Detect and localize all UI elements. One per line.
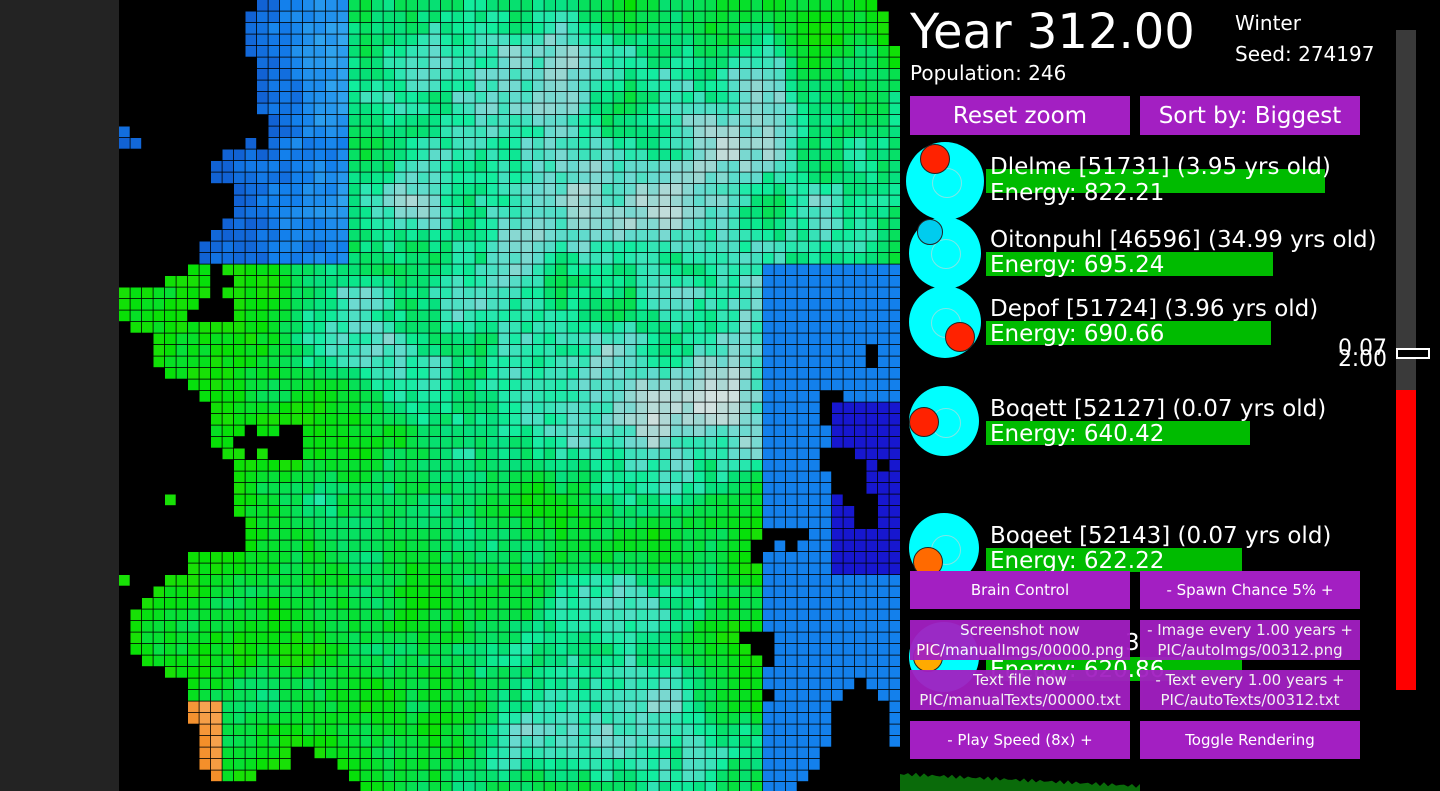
image-every-label: - Image every 1.00 years + (1147, 621, 1353, 639)
creature-entry[interactable]: Depof [51724] (3.96 yrs old) Energy: 690… (900, 286, 1400, 366)
temperature-label-upper: 0.07 (1338, 336, 1387, 361)
temperature-marker[interactable] (1396, 348, 1430, 359)
sort-by-button[interactable]: Sort by: Biggest (1140, 96, 1360, 135)
creature-mouth-icon (945, 322, 975, 352)
creature-name: Depof [51724] (3.96 yrs old) (990, 296, 1319, 322)
creature-mouth-icon (920, 144, 950, 174)
screenshot-now-label: Screenshot now (960, 621, 1080, 639)
creature-body-icon (909, 217, 981, 289)
image-path: PIC/autoImgs/00312.png (1157, 641, 1343, 659)
energy-bar (986, 252, 1273, 276)
creature-entry[interactable]: Oitonpuhl [46596] (34.99 yrs old) Energy… (900, 217, 1400, 297)
population-readout: Population: 246 (910, 61, 1067, 85)
energy-bar (986, 321, 1271, 345)
creature-core-icon (932, 168, 962, 198)
population-graph (900, 772, 1140, 791)
left-gutter (0, 0, 119, 791)
seed-readout: Seed: 274197 (1235, 42, 1375, 66)
creature-body-icon (909, 386, 979, 456)
text-every-stepper[interactable]: - Text every 1.00 years + PIC/autoTexts/… (1140, 670, 1360, 710)
creature-core-icon (931, 239, 961, 269)
energy-bar (986, 169, 1325, 193)
year-readout: Year 312.00 (910, 4, 1195, 60)
creature-body-icon (909, 286, 981, 358)
screenshot-path: PIC/manualImgs/00000.png (916, 641, 1124, 659)
world-map[interactable] (119, 0, 900, 791)
creature-entry[interactable]: Boqett [52127] (0.07 yrs old) Energy: 64… (900, 386, 1400, 466)
image-every-stepper[interactable]: - Image every 1.00 years + PIC/autoImgs/… (1140, 620, 1360, 660)
creature-mouth-icon (909, 407, 939, 437)
creature-mouth-icon (917, 219, 943, 245)
text-file-path: PIC/manualTexts/00000.txt (919, 691, 1121, 709)
brain-control-button[interactable]: Brain Control (910, 571, 1130, 609)
info-panel: Year 312.00 Population: 246 Winter Seed:… (900, 0, 1440, 791)
creature-energy: Energy: 640.42 (990, 421, 1165, 447)
creature-energy: Energy: 622.22 (990, 548, 1165, 574)
creature-energy: Energy: 690.66 (990, 321, 1165, 347)
temperature-label-lower: 2.00 (1338, 347, 1387, 372)
energy-bar (986, 548, 1242, 572)
spawn-chance-stepper[interactable]: - Spawn Chance 5% + (1140, 571, 1360, 609)
text-file-now-button[interactable]: Text file now PIC/manualTexts/00000.txt (910, 670, 1130, 710)
text-every-label: - Text every 1.00 years + (1155, 671, 1345, 689)
creature-name: Boqett [52127] (0.07 yrs old) (990, 396, 1327, 422)
creature-entry[interactable]: Dlelme [51731] (3.95 yrs old) Energy: 82… (900, 142, 1400, 222)
creature-energy: Energy: 695.24 (990, 252, 1165, 278)
creature-name: Boqeet [52143] (0.07 yrs old) (990, 523, 1332, 549)
temperature-fill (1396, 390, 1416, 690)
creature-energy: Energy: 822.21 (990, 180, 1165, 206)
reset-zoom-button[interactable]: Reset zoom (910, 96, 1130, 135)
creature-name: Oitonpuhl [46596] (34.99 yrs old) (990, 227, 1377, 253)
season-readout: Winter (1235, 11, 1301, 35)
creature-name: Dlelme [51731] (3.95 yrs old) (990, 154, 1331, 180)
energy-bar (986, 421, 1250, 445)
screenshot-now-button[interactable]: Screenshot now PIC/manualImgs/00000.png (910, 620, 1130, 660)
text-file-now-label: Text file now (973, 671, 1067, 689)
creature-body-icon (906, 142, 984, 220)
play-speed-stepper[interactable]: - Play Speed (8x) + (910, 721, 1130, 759)
text-path: PIC/autoTexts/00312.txt (1160, 691, 1340, 709)
toggle-rendering-button[interactable]: Toggle Rendering (1140, 721, 1360, 759)
